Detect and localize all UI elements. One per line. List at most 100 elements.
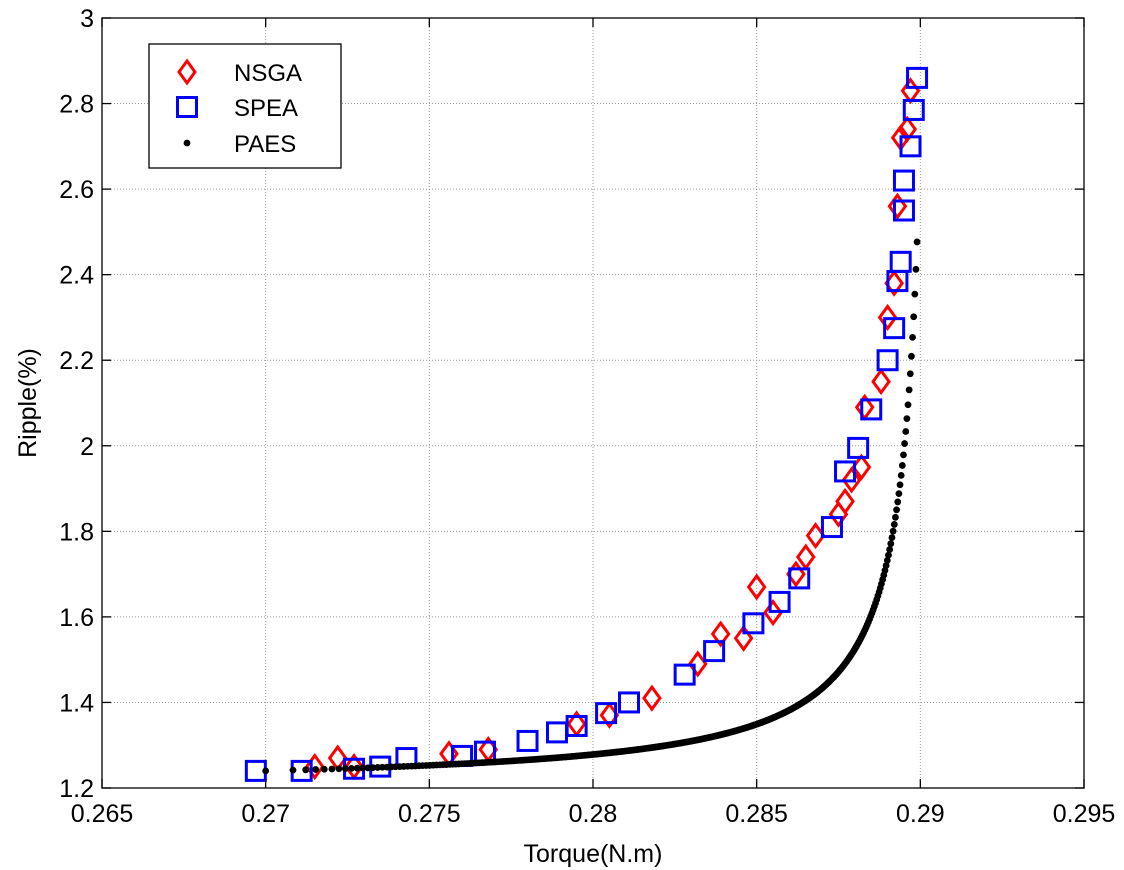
paes-point bbox=[262, 767, 270, 775]
paes-point bbox=[892, 513, 899, 521]
nsga-point bbox=[877, 303, 898, 331]
paes-point bbox=[895, 490, 903, 497]
paes-point bbox=[909, 333, 916, 341]
legend-paes-marker bbox=[183, 139, 191, 147]
paes-point bbox=[328, 765, 336, 773]
y-tick-label: 2.4 bbox=[59, 262, 94, 290]
nsga-point bbox=[687, 650, 708, 678]
paes-point bbox=[910, 313, 918, 321]
spea-point bbox=[892, 169, 915, 192]
paes-point bbox=[359, 764, 367, 772]
paes-point bbox=[335, 765, 343, 773]
nsga-point bbox=[304, 753, 325, 781]
spea-point bbox=[673, 663, 696, 686]
series-spea bbox=[244, 66, 929, 782]
legend-nsga-label: NSGA bbox=[234, 60, 302, 87]
y-tick-label: 3 bbox=[80, 5, 94, 33]
nsga-point bbox=[642, 684, 662, 712]
paes-point bbox=[320, 765, 328, 773]
paes-point bbox=[894, 498, 902, 506]
x-tick-label: 0.27 bbox=[241, 800, 290, 828]
spea-point bbox=[742, 612, 765, 635]
nsga-point bbox=[871, 368, 891, 396]
paes-point bbox=[353, 764, 361, 772]
nsga-point bbox=[746, 573, 767, 601]
spea-point bbox=[703, 640, 726, 663]
y-axis-title: Ripple(%) bbox=[14, 348, 42, 458]
nsga-point bbox=[805, 522, 826, 550]
spea-point bbox=[820, 516, 843, 539]
spea-point bbox=[876, 349, 899, 372]
paes-point bbox=[911, 290, 919, 298]
spea-point bbox=[892, 199, 915, 222]
paes-point bbox=[887, 540, 895, 548]
y-tick-label: 1.2 bbox=[59, 775, 94, 803]
x-tick-label: 0.285 bbox=[725, 800, 788, 828]
spea-point bbox=[860, 398, 883, 421]
paes-point bbox=[902, 428, 910, 435]
paes-point bbox=[912, 265, 920, 273]
paes-point bbox=[906, 370, 914, 378]
paes-point bbox=[312, 766, 320, 773]
x-tick-label: 0.28 bbox=[569, 800, 618, 828]
spea-point bbox=[899, 135, 922, 158]
y-tick-label: 2.8 bbox=[59, 91, 94, 119]
paes-point bbox=[903, 415, 911, 423]
legend: NSGA SPEA PAES bbox=[148, 43, 342, 169]
paes-point bbox=[369, 764, 377, 772]
paes-point bbox=[364, 764, 372, 772]
series-layer bbox=[244, 66, 929, 782]
nsga-point bbox=[887, 192, 908, 220]
paes-point bbox=[888, 534, 896, 541]
paes-point bbox=[913, 238, 921, 246]
series-nsga bbox=[304, 77, 921, 781]
x-tick-label: 0.29 bbox=[896, 800, 945, 828]
paes-point bbox=[893, 506, 900, 514]
legend-box bbox=[148, 43, 342, 169]
paes-point bbox=[885, 551, 892, 559]
x-axis-title: Torque(N.m) bbox=[524, 840, 663, 868]
tick-labels: 0.265 0.27 0.275 0.28 0.285 0.29 0.295 1.2 1.4 1.… bbox=[59, 5, 1115, 828]
spea-point bbox=[834, 460, 857, 483]
y-tick-label: 1.8 bbox=[59, 518, 94, 546]
y-tick-label: 1.6 bbox=[59, 604, 94, 632]
spea-point bbox=[883, 317, 906, 340]
paes-point bbox=[889, 527, 897, 535]
spea-point bbox=[788, 567, 811, 590]
axes bbox=[101, 17, 1085, 789]
paes-point bbox=[905, 386, 913, 394]
paes-point bbox=[900, 451, 907, 459]
nsga-point bbox=[835, 487, 855, 515]
paes-point bbox=[897, 471, 905, 479]
paes-point bbox=[901, 440, 909, 447]
y-tick-label: 2 bbox=[80, 433, 94, 461]
x-tick-label: 0.265 bbox=[71, 800, 134, 828]
paes-point bbox=[341, 765, 349, 772]
nsga-point bbox=[897, 115, 918, 143]
legend-spea-label: SPEA bbox=[234, 95, 298, 122]
nsga-point bbox=[763, 599, 783, 627]
nsga-point bbox=[851, 453, 872, 481]
nsga-point bbox=[710, 620, 731, 648]
paes-point bbox=[883, 557, 891, 564]
x-tick-label: 0.295 bbox=[1053, 800, 1116, 828]
nsga-point bbox=[841, 466, 862, 494]
paes-point bbox=[886, 546, 894, 553]
y-tick-label: 2.6 bbox=[59, 176, 94, 204]
legend-paes-label: PAES bbox=[234, 131, 296, 158]
grid-lines bbox=[102, 18, 1084, 788]
spea-point bbox=[516, 729, 539, 752]
legend-spea-marker bbox=[176, 96, 198, 118]
paes-point bbox=[896, 481, 904, 489]
series-paes bbox=[262, 238, 921, 775]
legend-spea: SPEA bbox=[176, 95, 298, 122]
x-tick-label: 0.275 bbox=[398, 800, 461, 828]
paes-point bbox=[898, 462, 906, 469]
y-tick-label: 2.2 bbox=[59, 347, 94, 375]
spea-point bbox=[768, 590, 791, 613]
legend-nsga-marker bbox=[177, 58, 197, 86]
legend-paes: PAES bbox=[183, 131, 296, 158]
spea-point bbox=[889, 250, 912, 273]
y-tick-label: 1.4 bbox=[59, 689, 94, 717]
